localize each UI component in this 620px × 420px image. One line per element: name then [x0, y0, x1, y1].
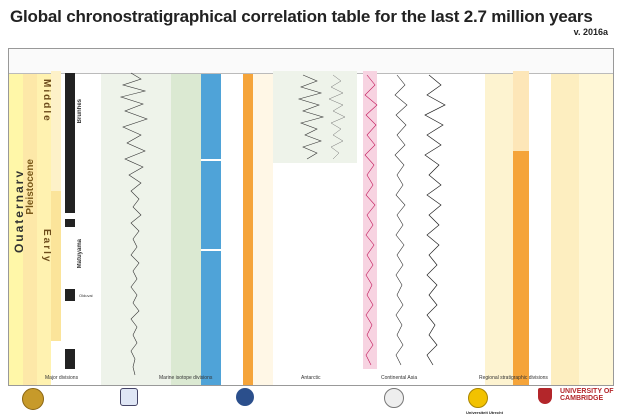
marine-group-label: Marine isotope divisions	[159, 375, 213, 381]
dutch-upper-block	[513, 71, 529, 151]
correlation-table: Quaternary Pleistocene Middle Early Brun…	[8, 48, 614, 386]
biozone-blue-column	[201, 49, 222, 385]
brunhes-label: Brunhes	[77, 99, 83, 124]
cambridge-label: UNIVERSITY OF CAMBRIDGE	[560, 388, 614, 402]
north-sea-header	[457, 49, 485, 74]
antarctic-header	[273, 49, 357, 74]
biozone-blue-header	[201, 49, 221, 74]
inqua-seal-icon	[22, 388, 44, 410]
magnetic-group-label: Major divisions	[45, 375, 79, 381]
olduvai-label: Olduvai	[79, 293, 93, 298]
plankton-header	[171, 49, 201, 74]
ice-core-shaded	[273, 71, 357, 163]
british-header	[485, 49, 513, 74]
stratigraphy-seal-icon	[384, 388, 404, 408]
biozone-boundary	[201, 159, 221, 161]
nannofossil-column	[221, 49, 244, 385]
subseries-header	[37, 49, 51, 74]
utrecht-logo: Universiteit Utrecht	[466, 388, 503, 415]
cambridge-shield-icon	[538, 388, 552, 404]
north-american-column	[551, 49, 580, 385]
cambridge-shield	[538, 388, 552, 404]
benthic-isotope-curve	[119, 72, 148, 376]
polarity-bar	[65, 219, 75, 227]
nannofossil-header	[221, 49, 243, 74]
british-stages-column	[485, 49, 514, 385]
iugs-icon	[120, 388, 138, 406]
marine-isotope-column	[101, 49, 172, 385]
olduvai-bar	[65, 289, 75, 301]
continental-asia-column: Continental Asia	[357, 49, 458, 385]
system-header	[9, 49, 23, 74]
marine-header	[101, 49, 171, 74]
utrecht-label: Universiteit Utrecht	[466, 410, 503, 415]
system-column: Quaternary	[9, 49, 24, 385]
middle-label: Middle	[41, 79, 52, 123]
antarctic-label: Antarctic	[301, 375, 321, 381]
ics-logo	[236, 388, 254, 406]
new-zealand-column	[579, 49, 613, 385]
biozone-boundary-2	[201, 249, 221, 251]
brunhes-chron	[65, 73, 75, 213]
iugs-logo	[120, 388, 138, 406]
new-zealand-header	[579, 49, 613, 74]
series-label: Pleistocene	[25, 159, 36, 215]
european-stage-column	[253, 49, 274, 385]
stage-block-upper	[51, 71, 61, 191]
plankton-column	[171, 49, 202, 385]
continental-header	[357, 49, 457, 74]
north-sea-column	[457, 49, 486, 385]
alpine-header	[529, 49, 551, 74]
early-label: Early	[41, 229, 52, 264]
page-title: Global chronostratigraphical correlation…	[10, 7, 593, 26]
series-header	[23, 49, 37, 74]
utrecht-seal-icon	[468, 388, 488, 408]
european-stage-header	[253, 49, 273, 74]
alpine-column	[529, 49, 552, 385]
subseries-column: Middle Early	[37, 49, 52, 385]
magnetostratigraphy-column: Brunhes Matuyama Olduvai	[61, 49, 102, 385]
orange-stage-header	[243, 49, 253, 74]
inqua-logo	[22, 388, 44, 410]
north-american-header	[551, 49, 579, 74]
gauss-bar	[65, 349, 75, 369]
antarctic-column: Antarctic	[273, 49, 358, 385]
regional-group-label: Regional stratigraphic divisions	[479, 375, 548, 381]
footer: Universiteit Utrecht UNIVERSITY OF CAMBR…	[0, 386, 620, 420]
magnetic-header	[61, 49, 101, 74]
continental-label: Continental Asia	[381, 375, 418, 381]
loess-curve	[364, 74, 446, 366]
stratigraphy-logo	[384, 388, 404, 408]
matuyama-label: Matuyama	[77, 239, 83, 269]
stage-block-lower	[51, 191, 61, 341]
version-label: v. 2016a	[573, 27, 608, 37]
series-column: Pleistocene	[23, 49, 38, 385]
ics-globe-icon	[236, 388, 254, 406]
dutch-stages-column	[513, 49, 530, 385]
ice-core-curve	[297, 74, 346, 160]
